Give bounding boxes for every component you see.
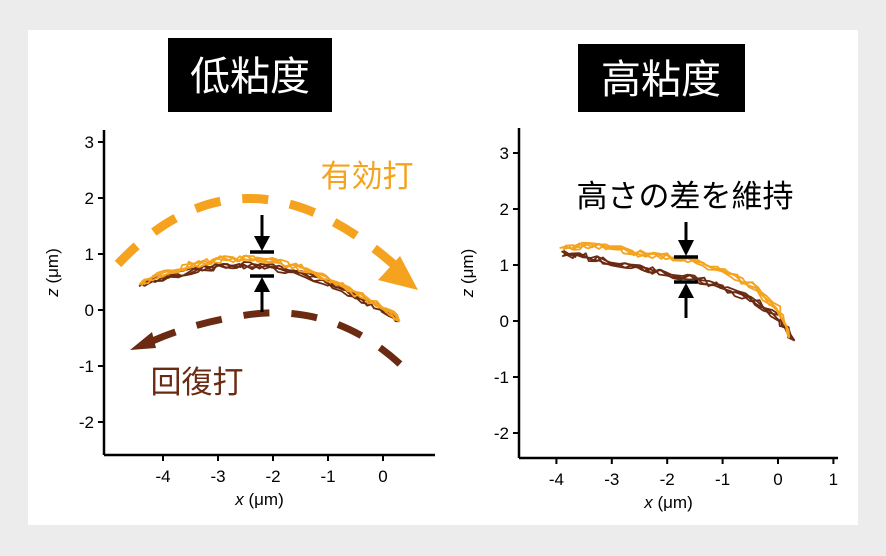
y-tick-label: -2: [79, 413, 94, 432]
y-axis-label: z (μm): [458, 249, 477, 299]
series-trace-effective: [559, 242, 790, 338]
y-tick-label: -1: [494, 368, 509, 387]
y-tick-label: -2: [494, 424, 509, 443]
series-trace-effective: [143, 255, 401, 322]
x-tick-label: 0: [773, 470, 782, 489]
series-trace-recovery: [138, 262, 401, 322]
y-tick-label: 3: [85, 133, 94, 152]
x-tick-label: 1: [829, 470, 838, 489]
y-tick-label: 0: [500, 312, 509, 331]
y-tick-label: 1: [500, 256, 509, 275]
height-gap-label: 高さの差を維持: [577, 179, 794, 215]
series-trace-recovery: [561, 252, 795, 342]
title-box-low: [168, 38, 332, 112]
recovery-stroke-arc: [148, 309, 403, 367]
x-axis-label: x (μm): [234, 490, 284, 509]
title-high-viscosity: 高粘度: [601, 57, 721, 103]
x-tick-label: -4: [549, 470, 564, 489]
y-tick-label: 1: [85, 245, 94, 264]
x-tick-label: -2: [265, 467, 280, 486]
y-axis-label: z (μm): [43, 248, 62, 298]
effective-stroke-label: 有効打: [321, 159, 414, 195]
x-tick-label: -3: [604, 470, 619, 489]
gap-indicator-right: [674, 222, 698, 318]
effective-stroke-arrowhead: [378, 256, 418, 290]
effective-stroke-arc: [114, 194, 404, 274]
y-tick-label: 0: [85, 301, 94, 320]
plot-right: 3 2 1 0 -1 -2 -4 -3 -2 -1 0 1 x (μm) z (μm): [458, 128, 838, 512]
x-axis-label: x (μm): [643, 493, 693, 512]
gap-indicator-left: [250, 215, 274, 312]
y-tick-label: 2: [85, 189, 94, 208]
series-trace-recovery: [563, 252, 796, 342]
x-tick-label: -1: [320, 467, 335, 486]
x-tick-label: 0: [378, 467, 387, 486]
x-tick-label: -1: [715, 470, 730, 489]
y-tick-label: -1: [79, 357, 94, 376]
recovery-stroke-arrowhead: [130, 332, 156, 350]
x-tick-label: -3: [210, 467, 225, 486]
y-tick-label: 3: [500, 144, 509, 163]
title-low-viscosity: 低粘度: [190, 54, 310, 100]
recovery-stroke-label: 回復打: [151, 365, 244, 401]
series-trace-effective: [139, 254, 401, 322]
y-tick-label: 2: [500, 200, 509, 219]
plot-left: 3 2 1 0 -1 -2 -4 -3 -2 -1 0 x (μm) z (μm): [43, 130, 435, 509]
x-tick-label: -4: [155, 467, 170, 486]
title-box-high: [578, 44, 745, 112]
x-tick-label: -2: [660, 470, 675, 489]
